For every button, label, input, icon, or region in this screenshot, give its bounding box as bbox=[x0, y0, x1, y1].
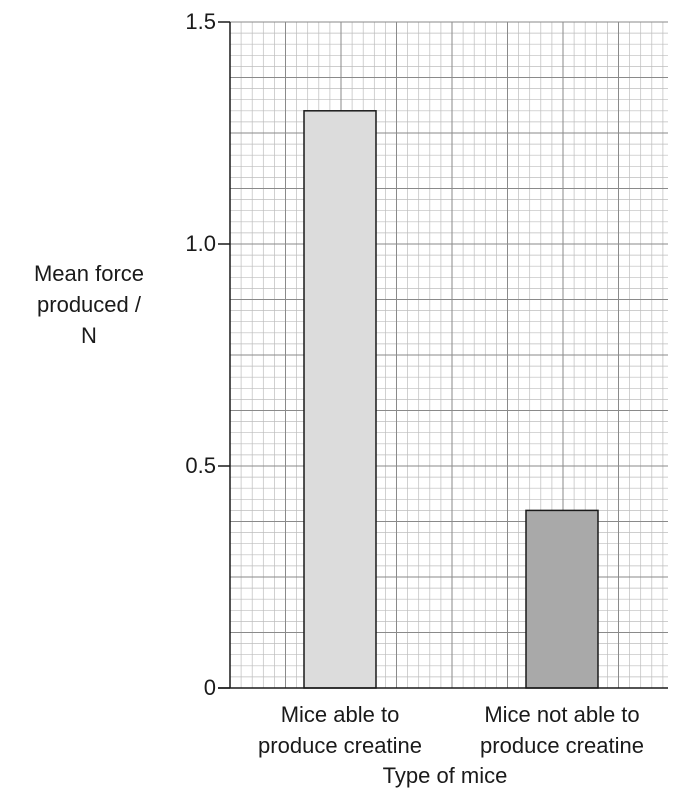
x-tick-label: produce creatine bbox=[480, 733, 644, 758]
y-axis-label-line-1: Mean force bbox=[33, 261, 145, 286]
y-tick-label: 1.0 bbox=[185, 231, 216, 256]
x-tick-label: produce creatine bbox=[258, 733, 422, 758]
y-axis-label: Mean force produced / N bbox=[0, 258, 178, 351]
bars-group bbox=[303, 110, 599, 689]
x-tick-labels: Mice able to produce creatine Mice not abl… bbox=[258, 702, 644, 758]
y-axis-label-line-3: N bbox=[81, 323, 97, 348]
x-tick-label: Mice not able to bbox=[484, 702, 639, 727]
x-tick-label: Mice able to bbox=[281, 702, 400, 727]
y-tick-label: 0.5 bbox=[185, 453, 216, 478]
axes-group bbox=[218, 21, 668, 689]
y-tick-label: 1.5 bbox=[185, 9, 216, 34]
bar-2 bbox=[525, 509, 599, 689]
x-axis-label: Type of mice bbox=[382, 763, 508, 788]
y-axis-label-line-2: produced / bbox=[37, 292, 141, 317]
bar-1 bbox=[303, 110, 377, 689]
y-tick-labels: 0 0.5 1.0 1.5 bbox=[185, 9, 216, 700]
y-tick-label: 0 bbox=[204, 675, 216, 700]
